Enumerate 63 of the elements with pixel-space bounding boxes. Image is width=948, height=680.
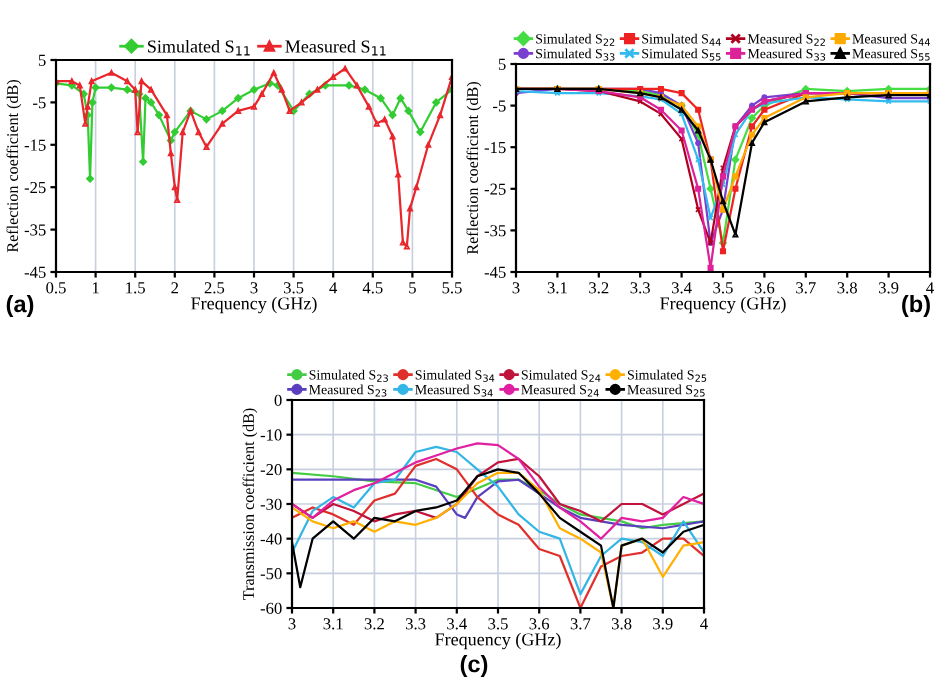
x-tick-label: 3	[250, 282, 258, 294]
y-tick-label: -45	[24, 266, 46, 278]
y-tick-label: -50	[260, 568, 282, 580]
y-tick-label: -20	[260, 464, 282, 476]
x-tick-label: 5.5	[442, 282, 462, 294]
y-tick-label: -30	[260, 498, 282, 510]
x-axis-title: Frequency (GHz)	[191, 296, 317, 314]
x-tick-label: 3.6	[754, 282, 775, 294]
text: (b)	[902, 294, 930, 317]
x-tick-label: 4	[700, 618, 708, 630]
x-tick-label: 3.2	[589, 282, 609, 294]
x-tick-label: 3.4	[447, 618, 467, 630]
x-tick-label: 3.1	[547, 282, 567, 294]
legend-label: Simulated S$_{11}$	[148, 39, 250, 56]
y-axis-title: Transmission coefficient (dB)	[242, 408, 258, 600]
x-tick-label: 0.5	[46, 282, 66, 294]
x-tick-label: 3.8	[611, 618, 632, 630]
y-tick-label: -5	[493, 100, 506, 112]
x-tick-label: 2	[171, 282, 179, 294]
y-tick-label: -60	[260, 602, 282, 614]
x-tick-label: 3	[512, 282, 520, 294]
x-tick-label: 5	[409, 282, 416, 294]
y-tick-label: -35	[484, 225, 506, 237]
x-tick-label: 3.9	[878, 282, 899, 294]
x-tick-label: 3	[288, 618, 296, 630]
y-tick-label: -15	[484, 141, 506, 154]
y-tick-label: -5	[33, 97, 46, 109]
x-tick-label: 4	[926, 282, 934, 294]
y-tick-label: -35	[24, 224, 46, 236]
x-axis-title: Frequency (GHz)	[660, 296, 786, 314]
y-tick-label: 0	[274, 394, 282, 406]
x-axis-title: Frequency (GHz)	[435, 632, 561, 650]
y-tick-label: -10	[260, 429, 282, 441]
x-tick-label: 3.6	[529, 618, 550, 630]
x-tick-label: 1.5	[126, 282, 145, 294]
y-tick-label: -25	[484, 183, 506, 195]
x-tick-label: 2.5	[204, 282, 225, 294]
y-tick-label: 5	[38, 54, 46, 66]
y-tick-label: -40	[260, 533, 282, 545]
y-axis-title: Reflection coefficient (dB)	[6, 80, 22, 253]
text: (c)	[460, 654, 488, 678]
legend-label: Measured S$_{11}$	[285, 39, 386, 56]
x-tick-label: 3.5	[488, 618, 508, 630]
x-tick-label: 3.1	[323, 618, 343, 630]
x-tick-label: 3.5	[283, 282, 304, 294]
x-tick-label: 3.8	[837, 282, 857, 294]
x-tick-label: 3.7	[796, 282, 816, 294]
x-tick-label: 3.2	[364, 618, 384, 630]
x-tick-label: 4	[329, 282, 338, 294]
x-tick-label: 3.9	[653, 618, 673, 630]
y-axis-title: Reflection coefficient (dB)	[466, 82, 482, 255]
text: (a)	[6, 294, 34, 317]
x-tick-label: 3.3	[630, 282, 650, 294]
x-tick-label: 3.3	[405, 618, 426, 630]
x-tick-label: 1	[92, 282, 99, 294]
y-tick-label: -25	[24, 181, 46, 194]
y-tick-label: -15	[24, 139, 46, 151]
x-tick-label: 4.5	[362, 282, 383, 294]
x-tick-label: 3.7	[570, 618, 591, 630]
y-tick-label: -45	[484, 266, 506, 278]
x-tick-label: 3.4	[671, 282, 692, 294]
y-tick-label: 5	[498, 58, 506, 70]
x-tick-label: 3.5	[713, 282, 733, 294]
